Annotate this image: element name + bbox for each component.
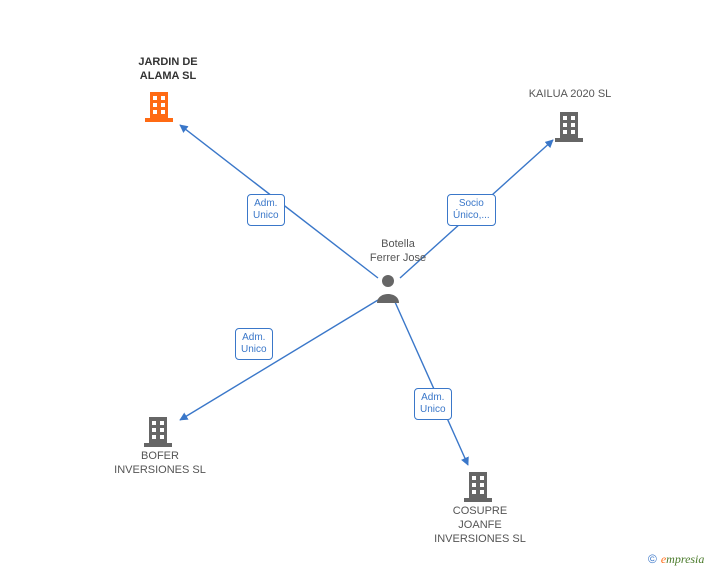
building-icon-kailua [555, 108, 583, 142]
building-icon-bofer [144, 413, 172, 447]
copyright: ©empresia [648, 552, 704, 567]
company-label-bofer: BOFER INVERSIONES SL [100, 450, 220, 478]
company-label-jardin: JARDIN DE ALAMA SL [128, 56, 208, 84]
network-svg [0, 0, 728, 575]
building-icon-jardin [145, 88, 173, 122]
company-label-cosupre: COSUPRE JOANFE INVERSIONES SL [420, 505, 540, 546]
center-person-icon [375, 273, 401, 308]
edge-label-kailua: Socio Único,... [447, 194, 496, 226]
copyright-symbol: © [648, 552, 657, 566]
edge-label-cosupre: Adm. Unico [414, 388, 452, 420]
brand-rest: mpresia [666, 552, 704, 566]
edge-label-jardin: Adm. Unico [247, 194, 285, 226]
edge-cosupre [395, 302, 468, 465]
building-icon-cosupre [464, 468, 492, 502]
diagram-canvas: Botella Ferrer Jose JARDIN DE ALAMA SL K… [0, 0, 728, 575]
edge-label-bofer: Adm. Unico [235, 328, 273, 360]
edge-bofer [180, 300, 378, 420]
company-label-kailua: KAILUA 2020 SL [510, 88, 630, 102]
center-node-label: Botella Ferrer Jose [358, 238, 438, 266]
